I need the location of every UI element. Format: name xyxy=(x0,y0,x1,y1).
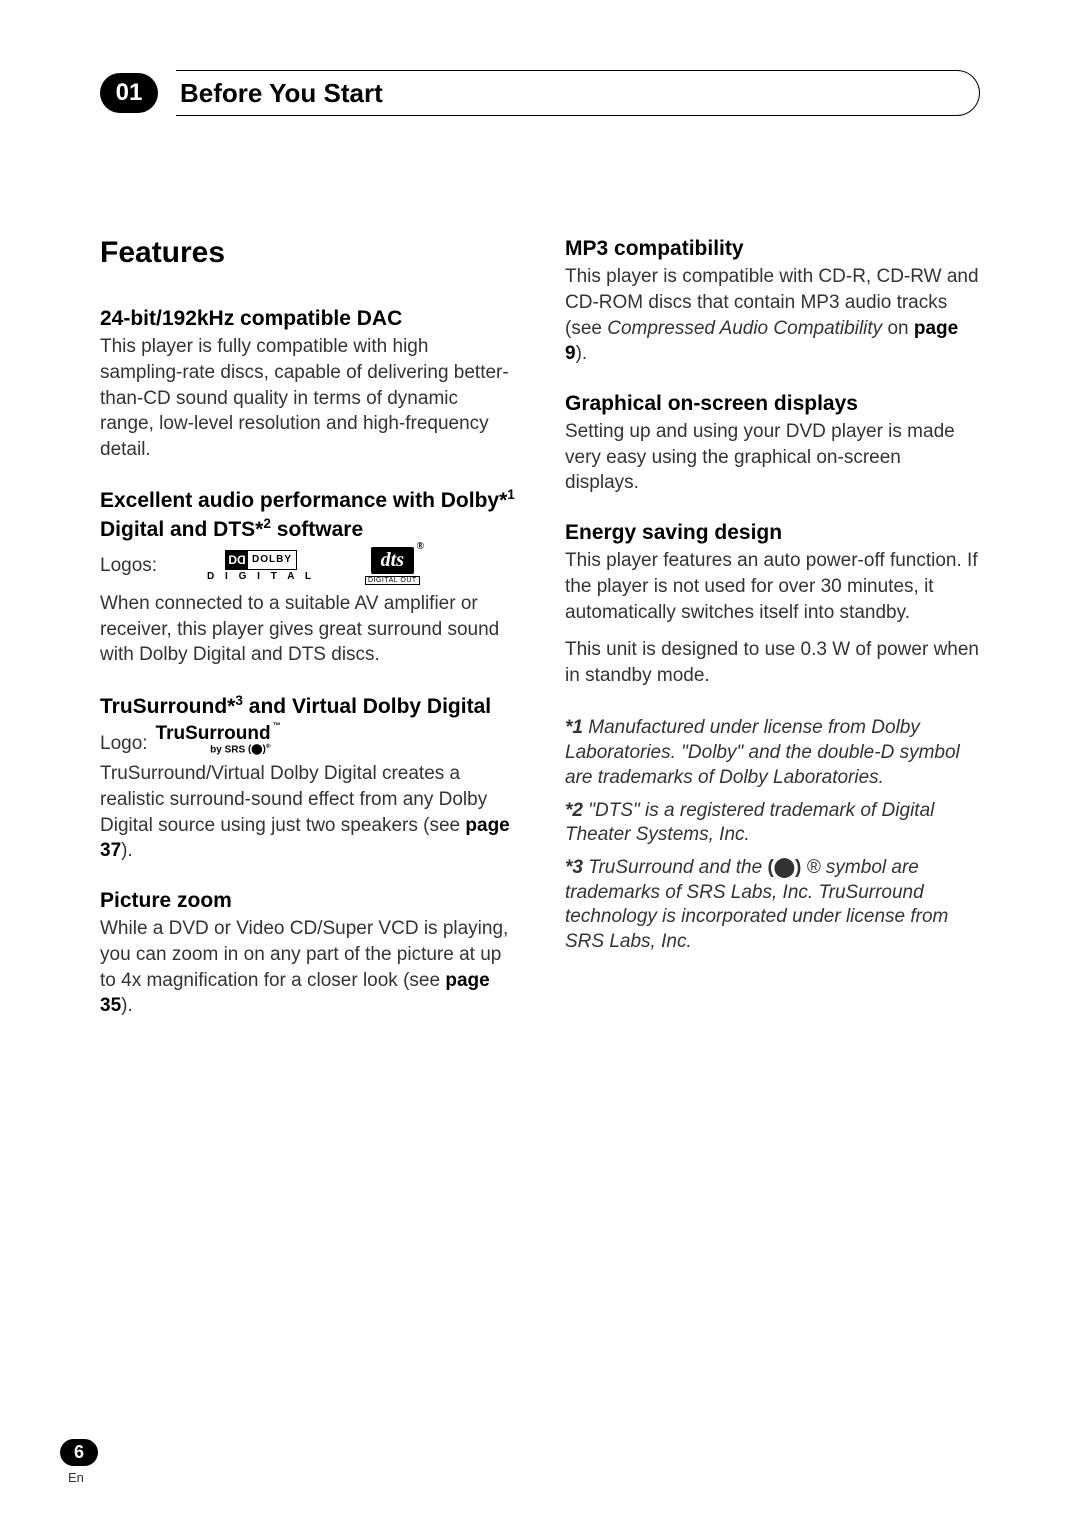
picture-zoom-body: While a DVD or Video CD/Super VCD is pla… xyxy=(100,916,515,1019)
text: Excellent audio performance with Dolby* xyxy=(100,489,507,512)
chapter-number-badge: 01 xyxy=(100,73,158,113)
footnote-label: *2 xyxy=(565,800,583,821)
energy-body-1: This player features an auto power-off f… xyxy=(565,548,980,625)
srs-eye-icon xyxy=(767,856,801,881)
text: by xyxy=(210,744,224,755)
dac-heading: 24-bit/192kHz compatible DAC xyxy=(100,306,515,332)
text: and Virtual Dolby Digital xyxy=(243,695,491,718)
dolby-digital-subtext: D I G I T A L xyxy=(207,571,315,582)
text: on xyxy=(882,318,914,339)
chapter-title-container: Before You Start xyxy=(176,70,980,116)
srs-eye-icon xyxy=(248,744,266,755)
text: TruSurround* xyxy=(100,695,235,718)
trusurround-body: TruSurround/Virtual Dolby Digital create… xyxy=(100,761,515,864)
dac-body: This player is fully compatible with hig… xyxy=(100,334,515,462)
dts-logo: dts® DIGITAL OUT xyxy=(365,547,420,585)
italic-ref: Compressed Audio Compatibility xyxy=(607,318,882,339)
osd-body: Setting up and using your DVD player is … xyxy=(565,419,980,496)
footnote-3: *3 TruSurround and the ® symbol are trad… xyxy=(565,856,980,955)
text: software xyxy=(271,518,363,541)
footnote-1: *1 Manufactured under license from Dolby… xyxy=(565,716,980,790)
text: TruSurround/Virtual Dolby Digital create… xyxy=(100,763,487,835)
dolby-dts-logo-row: Logos: DOLBY D I G I T A L dts® DIGITAL … xyxy=(100,547,515,585)
trusurround-logo-row: Logo: TruSurround™ by SRS ® xyxy=(100,724,515,755)
energy-heading: Energy saving design xyxy=(565,520,980,546)
footnote-text: Manufactured under license from Dolby La… xyxy=(565,717,960,787)
text: ). xyxy=(121,995,133,1016)
dolby-dts-body: When connected to a suitable AV amplifie… xyxy=(100,591,515,668)
logos-label: Logos: xyxy=(100,555,157,577)
text: Digital and DTS* xyxy=(100,518,263,541)
logo-label: Logo: xyxy=(100,733,148,755)
dts-subtext: DIGITAL OUT xyxy=(365,576,420,585)
picture-zoom-heading: Picture zoom xyxy=(100,888,515,914)
trusurround-heading: TruSurround*3 and Virtual Dolby Digital xyxy=(100,692,515,720)
mp3-body: This player is compatible with CD-R, CD-… xyxy=(565,264,980,367)
dolby-digital-logo: DOLBY D I G I T A L xyxy=(207,550,315,582)
right-column: MP3 compatibility This player is compati… xyxy=(565,236,980,1031)
left-column: Features 24-bit/192kHz compatible DAC Th… xyxy=(100,236,515,1031)
srs-text: SRS xyxy=(225,744,246,755)
tru-main-text: TruSurround xyxy=(156,723,271,744)
dolby-dts-heading: Excellent audio performance with Dolby*1… xyxy=(100,486,515,543)
page-footer: 6 En xyxy=(60,1439,98,1485)
footnote-text: TruSurround and the xyxy=(583,857,767,878)
energy-body-2: This unit is designed to use 0.3 W of po… xyxy=(565,637,980,688)
text: ). xyxy=(576,343,588,364)
osd-heading: Graphical on-screen displays xyxy=(565,391,980,417)
footnotes: *1 Manufactured under license from Dolby… xyxy=(565,716,980,954)
superscript: 3 xyxy=(235,693,243,708)
superscript: 1 xyxy=(507,487,515,502)
dts-text: dts xyxy=(381,549,404,571)
chapter-header: 01 Before You Start xyxy=(100,70,980,116)
footnote-text: "DTS" is a registered trademark of Digit… xyxy=(565,800,934,846)
footnote-label: *3 xyxy=(565,857,583,878)
text: ). xyxy=(121,840,133,861)
mp3-heading: MP3 compatibility xyxy=(565,236,980,262)
trusurround-logo: TruSurround™ by SRS ® xyxy=(156,724,271,755)
superscript: 2 xyxy=(263,516,271,531)
footnote-2: *2 "DTS" is a registered trademark of Di… xyxy=(565,799,980,848)
dolby-text: DOLBY xyxy=(248,552,296,567)
page-language: En xyxy=(68,1470,98,1485)
page-number: 6 xyxy=(60,1439,98,1466)
features-heading: Features xyxy=(100,236,515,270)
footnote-label: *1 xyxy=(565,717,583,738)
chapter-title: Before You Start xyxy=(180,78,383,109)
